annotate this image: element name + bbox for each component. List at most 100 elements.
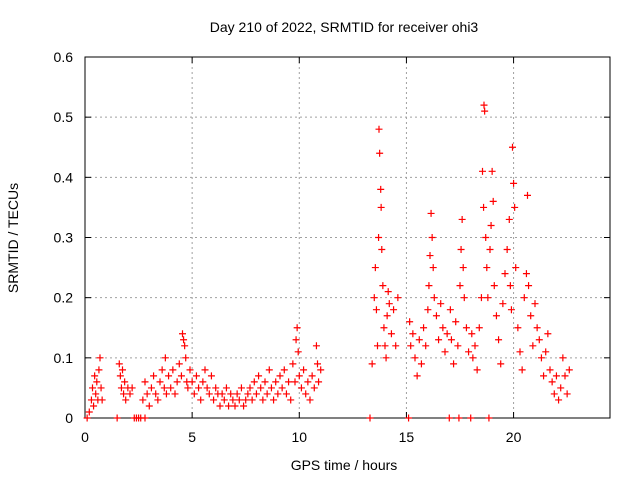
x-tick-label: 20 [506, 429, 522, 445]
data-point [427, 209, 435, 217]
data-point [507, 306, 515, 314]
data-point [374, 342, 381, 350]
data-point [294, 348, 302, 356]
data-point [270, 396, 278, 404]
data-point [128, 384, 136, 392]
data-point [490, 282, 498, 290]
data-point [484, 294, 492, 302]
x-tick-label: 0 [81, 429, 89, 445]
data-point [480, 203, 488, 211]
data-point [385, 300, 393, 308]
data-point [559, 354, 567, 362]
data-point [420, 324, 428, 332]
data-point [483, 264, 491, 272]
data-point [520, 294, 528, 302]
data-point [292, 336, 300, 344]
y-tick-label: 0.4 [54, 169, 74, 185]
data-point [506, 282, 514, 290]
data-point [272, 378, 280, 386]
data-point [522, 270, 530, 278]
data-point [379, 282, 387, 290]
data-point [250, 378, 258, 386]
data-point [267, 384, 275, 392]
data-point [143, 390, 151, 398]
data-point [380, 324, 388, 332]
data-point [289, 360, 297, 368]
data-points [83, 101, 573, 422]
data-point [287, 396, 295, 404]
data-point [468, 330, 476, 338]
data-point [455, 414, 463, 422]
data-point [487, 221, 495, 229]
data-point [235, 396, 243, 404]
data-point [229, 396, 237, 404]
data-point [147, 384, 155, 392]
data-point [516, 348, 524, 356]
data-point [139, 396, 147, 404]
data-point [274, 390, 282, 398]
data-point [432, 312, 440, 320]
data-point [425, 282, 433, 290]
data-point [240, 402, 248, 410]
data-point [376, 149, 384, 157]
data-point [122, 396, 130, 404]
data-point [199, 378, 207, 386]
data-point [387, 330, 395, 338]
data-point [509, 143, 516, 151]
y-tick-label: 0.1 [54, 350, 74, 366]
data-point [411, 354, 419, 362]
data-point [377, 203, 385, 211]
data-point [85, 408, 93, 416]
data-point [565, 366, 573, 374]
y-tick-label: 0.6 [54, 49, 74, 65]
y-tick-label: 0.2 [54, 290, 74, 306]
data-point [537, 354, 545, 362]
data-point [525, 282, 533, 290]
data-point [406, 318, 414, 326]
data-point [457, 246, 465, 254]
data-point [366, 414, 374, 422]
data-point [435, 336, 443, 344]
data-point [120, 390, 128, 398]
data-point [195, 384, 203, 392]
data-point [188, 378, 196, 386]
data-point [456, 282, 464, 290]
data-point [370, 294, 378, 302]
data-point [304, 378, 312, 386]
data-point [126, 390, 134, 398]
data-point [375, 125, 383, 133]
data-point [218, 390, 226, 398]
data-point [546, 366, 554, 374]
data-point [89, 384, 96, 392]
data-point [115, 360, 123, 368]
data-point [489, 197, 497, 205]
data-point [428, 234, 436, 241]
data-point [446, 306, 454, 314]
data-point [158, 366, 166, 374]
data-point [171, 390, 179, 398]
data-point [452, 318, 460, 326]
data-point [210, 396, 218, 404]
data-point [201, 366, 209, 374]
data-point [265, 366, 273, 374]
data-point [485, 414, 493, 422]
data-point [162, 390, 170, 398]
data-point [471, 342, 479, 350]
data-point [96, 354, 104, 362]
data-point [531, 300, 539, 308]
data-point [83, 414, 91, 422]
data-point [90, 402, 98, 410]
data-point [492, 312, 500, 320]
data-point [405, 414, 413, 422]
data-point [190, 390, 198, 398]
data-point [302, 390, 310, 398]
data-point [482, 234, 490, 241]
data-point [233, 390, 241, 398]
data-point [237, 384, 245, 392]
data-point [497, 360, 505, 368]
y-axis-label: SRMTID / TECUs [5, 183, 21, 293]
data-point [179, 330, 186, 338]
x-tick-label: 15 [399, 429, 415, 445]
data-point [495, 336, 503, 344]
